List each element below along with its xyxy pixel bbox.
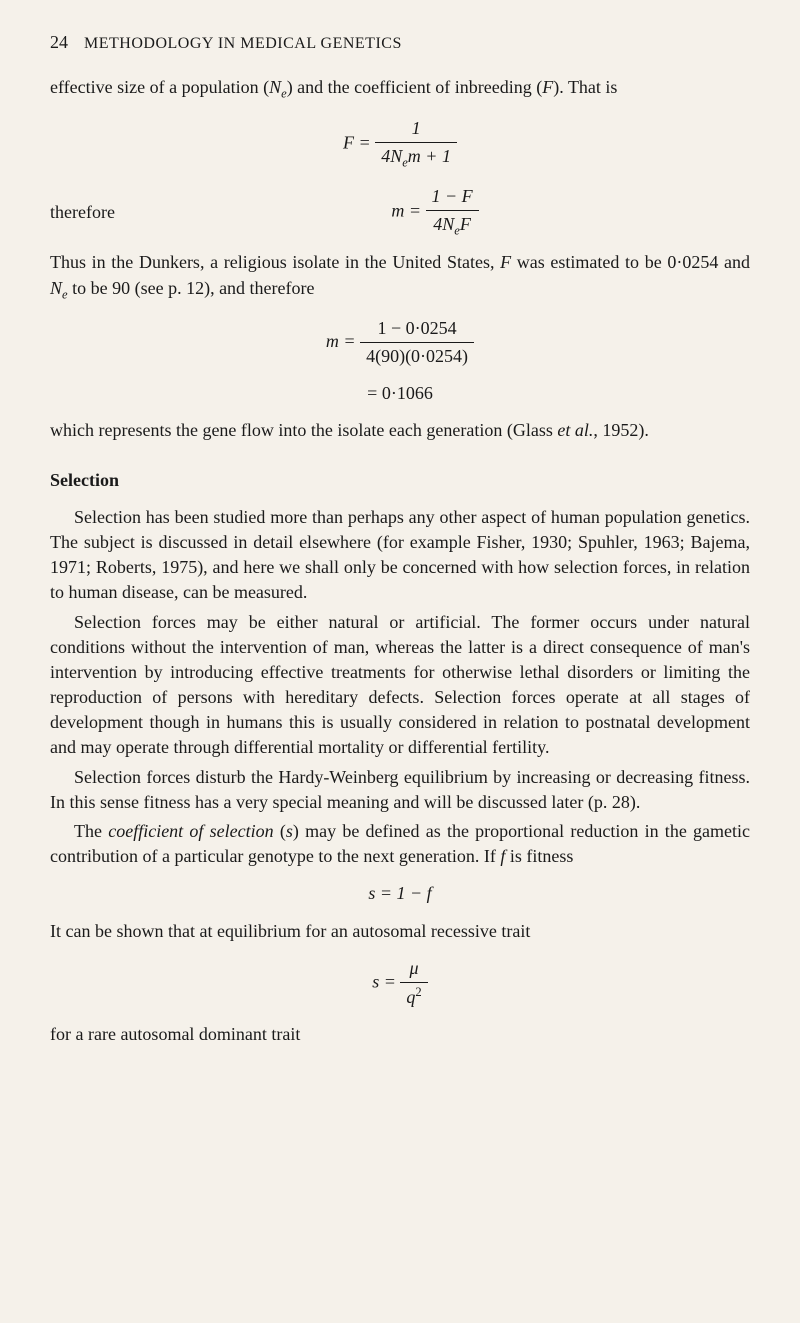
- formula-m-numeric: m = 1 − 0·0254 4(90)(0·0254): [50, 316, 750, 369]
- formula-m-result: = 0·1066: [50, 381, 750, 406]
- formula-s: s = 1 − f: [50, 881, 750, 906]
- selection-heading: Selection: [50, 468, 750, 493]
- formula-m: m = 1 − F 4NeF: [220, 184, 750, 240]
- selection-p4: The coefficient of selection (s) may be …: [50, 819, 750, 869]
- page-header: 24 METHODOLOGY IN MEDICAL GENETICS: [50, 30, 750, 55]
- selection-p3: Selection forces disturb the Hardy-Weinb…: [50, 765, 750, 815]
- glass-para: which represents the gene flow into the …: [50, 418, 750, 443]
- intro-para: effective size of a population (Ne) and …: [50, 75, 750, 103]
- formula-F: F = 1 4Nem + 1: [50, 116, 750, 172]
- dunkers-para: Thus in the Dunkers, a religious isolate…: [50, 250, 750, 303]
- selection-p2: Selection forces may be either natural o…: [50, 610, 750, 761]
- page-content: 24 METHODOLOGY IN MEDICAL GENETICS effec…: [0, 0, 800, 1091]
- selection-p1: Selection has been studied more than per…: [50, 505, 750, 606]
- recessive-line: It can be shown that at equilibrium for …: [50, 919, 750, 944]
- therefore-label: therefore: [50, 200, 220, 225]
- dominant-line: for a rare autosomal dominant trait: [50, 1022, 750, 1047]
- formula-s-mu: s = μ q2: [50, 956, 750, 1010]
- header-title: METHODOLOGY IN MEDICAL GENETICS: [84, 35, 402, 52]
- therefore-row: therefore m = 1 − F 4NeF: [50, 184, 750, 240]
- page-number: 24: [50, 32, 68, 52]
